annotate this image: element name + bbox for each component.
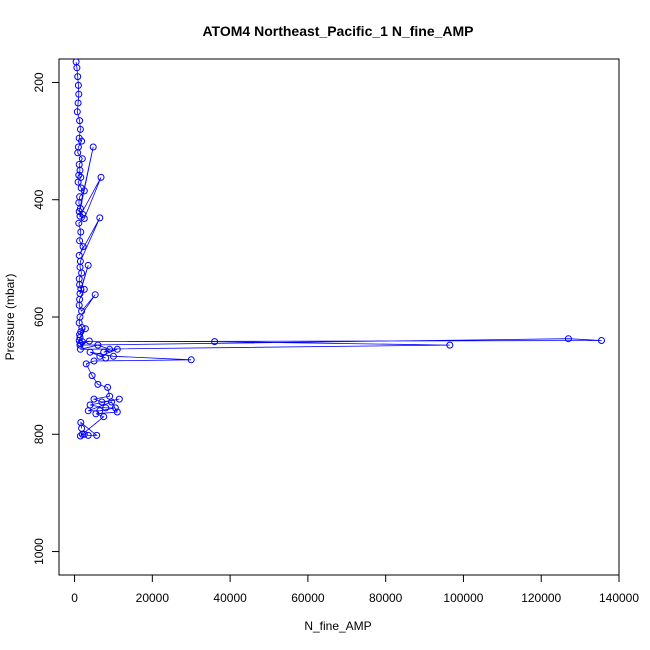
plot-area-frame [58, 58, 620, 576]
data-point [115, 395, 123, 403]
data-point [94, 380, 102, 388]
data-point [100, 413, 108, 421]
data-point [80, 187, 88, 195]
data-point [76, 432, 84, 440]
data-point [80, 430, 88, 438]
data-point [75, 171, 83, 179]
y-tick-label: 1000 [32, 538, 46, 565]
data-point [109, 352, 117, 360]
data-point [93, 431, 101, 439]
x-tick-label: 0 [71, 591, 78, 605]
data-point [113, 345, 121, 353]
data-point [74, 178, 82, 186]
data-point [74, 149, 82, 157]
data-point [446, 341, 454, 349]
data-point [86, 348, 94, 356]
x-tick-label: 20000 [136, 591, 170, 605]
data-point [598, 337, 605, 344]
data-point [85, 337, 93, 345]
data-point [80, 215, 88, 222]
data-point [98, 398, 106, 406]
x-tick-label: 80000 [369, 591, 403, 605]
data-point [78, 424, 86, 432]
series-line [75, 61, 602, 437]
data-point [97, 173, 105, 181]
y-axis: 200 400 600 800 1000 [32, 72, 60, 565]
data-point [79, 243, 87, 251]
data-point [75, 90, 83, 98]
y-tick-label: 400 [32, 189, 46, 209]
data-point [102, 404, 110, 412]
data-point [88, 372, 96, 380]
x-tick-label: 40000 [213, 591, 247, 605]
data-point [75, 219, 83, 227]
data-point [74, 73, 82, 81]
y-tick-label: 200 [32, 72, 46, 92]
data-point [76, 237, 84, 245]
data-point [78, 137, 86, 145]
data-point [78, 338, 86, 346]
data-point [75, 301, 83, 309]
data-point [89, 143, 97, 151]
data-point [564, 335, 572, 343]
data-point [76, 117, 84, 125]
data-point [73, 64, 81, 72]
data-points [72, 58, 605, 440]
x-tick-label: 100000 [443, 591, 483, 605]
data-point [76, 345, 84, 353]
y-axis-label: Pressure (mbar) [3, 274, 17, 361]
data-point [106, 345, 114, 353]
data-point [73, 108, 81, 116]
data-point [111, 404, 119, 412]
data-point [187, 356, 195, 364]
data-point [76, 341, 84, 349]
y-tick-label: 600 [32, 307, 46, 327]
data-point [78, 324, 86, 332]
data-point [76, 125, 84, 133]
data-point [76, 281, 84, 289]
data-point [84, 431, 92, 439]
data-point [113, 408, 121, 416]
data-point [94, 341, 102, 349]
x-axis: 0 20000 40000 60000 80000 100000 120000 140000 [71, 574, 639, 605]
data-point [80, 285, 88, 293]
data-point [74, 99, 82, 107]
data-point [90, 357, 98, 365]
data-point [104, 383, 112, 391]
data-point [91, 291, 99, 299]
data-point [76, 166, 84, 174]
data-point [78, 269, 86, 277]
x-tick-label: 120000 [521, 591, 561, 605]
data-point [82, 360, 90, 368]
data-point [108, 398, 115, 406]
x-axis-label: N_fine_AMP [304, 619, 371, 633]
chart-title: ATOM4 Northeast_Pacific_1 N_fine_AMP [202, 23, 473, 39]
data-point [92, 410, 100, 418]
data-point [102, 354, 110, 362]
data-point [90, 395, 98, 403]
data-point [84, 261, 92, 269]
data-point [81, 325, 89, 333]
x-tick-label: 140000 [599, 591, 639, 605]
x-tick-label: 60000 [291, 591, 325, 605]
data-point [77, 285, 85, 293]
data-point [74, 81, 82, 89]
data-point [211, 338, 219, 346]
y-tick-label: 800 [32, 424, 46, 444]
data-point [84, 407, 92, 415]
data-point [96, 214, 104, 222]
data-point [77, 228, 85, 236]
data-point [78, 155, 86, 163]
